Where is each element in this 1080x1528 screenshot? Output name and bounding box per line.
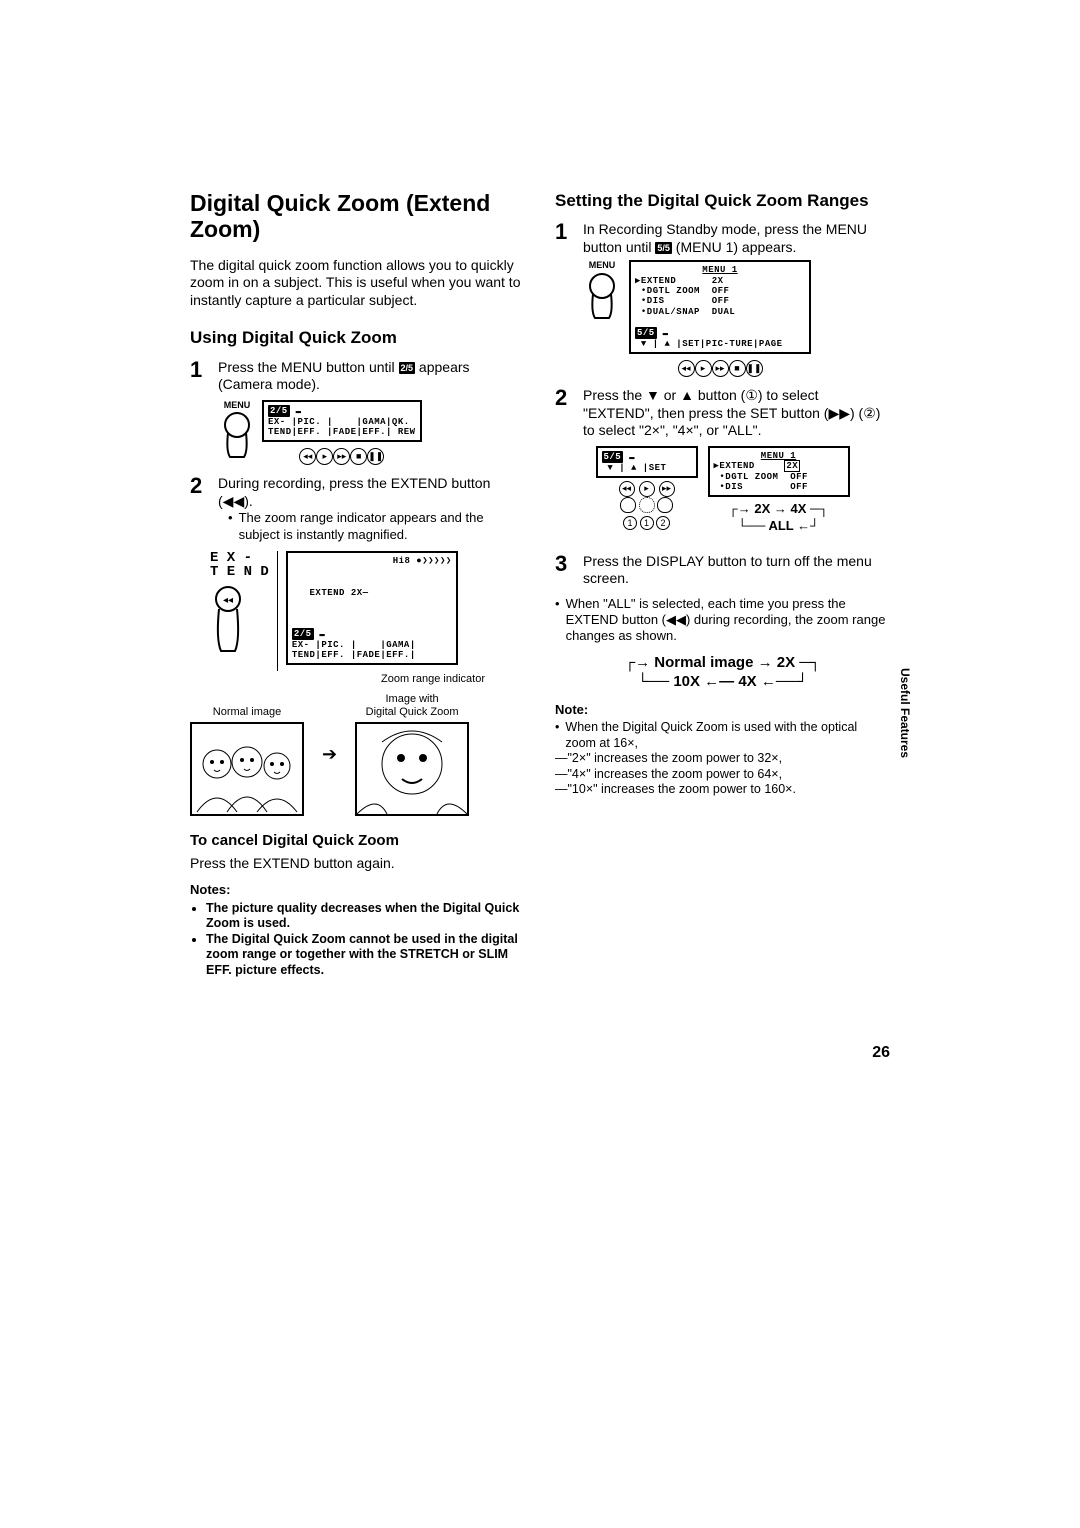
- play-icon: ▸: [695, 360, 712, 377]
- rew-icon: ◂◂: [619, 481, 635, 497]
- normal-image-box: [190, 722, 304, 816]
- thumb-icon: [220, 411, 254, 459]
- normal-image-label: Normal image: [190, 706, 304, 720]
- r-step2-text: Press the ▼ or ▲ button (①) to select "E…: [583, 387, 890, 440]
- right-step-2: 2 Press the ▼ or ▲ button (①) to select …: [555, 387, 890, 440]
- step1-text-a: Press the MENU button until: [218, 359, 399, 375]
- step-number: 2: [190, 475, 218, 543]
- zoom-range-indicator-label: Zoom range indicator: [190, 673, 485, 687]
- mini-lcd-left: 5/5 ▬ ▼ | ▲ |SET: [596, 446, 698, 478]
- dual-lcd: 5/5 ▬ ▼ | ▲ |SET ◂◂▸▸▸ 1 1 2 MENU 1 ▶EXT…: [555, 446, 890, 543]
- left-column: Digital Quick Zoom (Extend Zoom) The dig…: [190, 190, 525, 979]
- right-step-1: 1 In Recording Standby mode, press the M…: [555, 221, 890, 256]
- note2-line: —"4×" increases the zoom power to 64×,: [555, 767, 890, 783]
- stop-icon: ■: [350, 448, 367, 465]
- using-heading: Using Digital Quick Zoom: [190, 327, 525, 348]
- menu-lcd-1: MENU 1 ▶EXTEND 2X •DGTL ZOOM OFF •DIS OF…: [629, 260, 811, 354]
- left-step-1: 1 Press the MENU button until 2/5 appear…: [190, 359, 525, 394]
- zoom-flow-small: ┌→ 2X → 4X ─┐ └── ALL ←┘: [708, 501, 850, 535]
- note2-bullet: When the Digital Quick Zoom is used with…: [565, 720, 890, 751]
- control-row-2: ◂◂▸▸▸■❚❚: [629, 358, 811, 377]
- play-icon: ▸: [316, 448, 333, 465]
- step2-a: During recording, press the EXTEND butto…: [218, 475, 490, 509]
- notes-heading: Notes:: [190, 882, 525, 898]
- section-tab: Useful Features: [898, 668, 912, 758]
- left-step-2: 2 During recording, press the EXTEND but…: [190, 475, 525, 543]
- step-number: 3: [555, 553, 583, 588]
- step2-bullet: The zoom range indicator appears and the…: [228, 510, 525, 543]
- rew-inline-icon: ◀◀: [223, 493, 245, 509]
- extend-figure: E X -T E N D ◂◂ Hi8 ●❯❯❯❯❯ EXTEND 2X— 2/…: [210, 551, 525, 671]
- menu-label: MENU: [585, 260, 619, 271]
- cancel-text: Press the EXTEND button again.: [190, 855, 525, 873]
- zoom-flow-main: ┌→ Normal image → 2X ─┐ └── 10X ←— 4X ←─…: [555, 653, 890, 692]
- right-step-3: 3 Press the DISPLAY button to turn off t…: [555, 553, 890, 588]
- page-number: 26: [872, 1044, 890, 1062]
- extend-label: E X -T E N D: [210, 551, 269, 579]
- ff-icon: ▸▸: [333, 448, 350, 465]
- note2-line: —"2×" increases the zoom power to 32×,: [555, 751, 890, 767]
- control-row-1: ◂◂▸▸▸■❚❚: [262, 446, 422, 465]
- mode-icon: 5/5: [655, 242, 672, 254]
- menu-device-1: MENU 2/5 ▬ EX- |PIC. | |GAMA|QK. TEND|EF…: [220, 400, 525, 466]
- right-column: Setting the Digital Quick Zoom Ranges 1 …: [555, 190, 890, 979]
- stop-icon: ■: [729, 360, 746, 377]
- dqz-image-label: Image with Digital Quick Zoom: [355, 693, 469, 721]
- ranges-heading: Setting the Digital Quick Zoom Ranges: [555, 190, 890, 211]
- note2-line: —"10×" increases the zoom power to 160×.: [555, 782, 890, 798]
- ff-icon: ▸▸: [712, 360, 729, 377]
- callout-1-icon: 1: [640, 516, 654, 530]
- cancel-heading: To cancel Digital Quick Zoom: [190, 832, 525, 851]
- play-icon: ▸: [639, 481, 655, 497]
- image-pair: Normal image ➔ Image with Digital Quick …: [190, 693, 525, 817]
- mode-icon: 2/5: [399, 362, 416, 374]
- thumb-icon: [585, 272, 619, 320]
- dqz-image-box: [355, 722, 469, 816]
- step-number: 2: [555, 387, 583, 440]
- note-list-2: When the Digital Quick Zoom is used with…: [555, 720, 890, 798]
- all-note: When "ALL" is selected, each time you pr…: [555, 596, 890, 645]
- pause-icon: ❚❚: [746, 360, 763, 377]
- ff-icon: ▸▸: [659, 481, 675, 497]
- callout-1-icon: 1: [623, 516, 637, 530]
- lcd-screen-1: 2/5 ▬ EX- |PIC. | |GAMA|QK. TEND|EFF. |F…: [262, 400, 422, 443]
- notes-list: The picture quality decreases when the D…: [190, 901, 525, 979]
- step-number: 1: [190, 359, 218, 394]
- note-item: The picture quality decreases when the D…: [206, 901, 525, 932]
- step2-b: ).: [244, 493, 253, 509]
- lcd-screen-2: Hi8 ●❯❯❯❯❯ EXTEND 2X— 2/5 ▬ EX- |PIC. | …: [286, 551, 458, 665]
- arrow-right-icon: ➔: [322, 743, 337, 766]
- mini-controls: ◂◂▸▸▸ 1 1 2: [596, 481, 698, 530]
- svg-text:◂◂: ◂◂: [223, 595, 233, 606]
- note-heading-2: Note:: [555, 702, 890, 718]
- main-title: Digital Quick Zoom (Extend Zoom): [190, 190, 525, 243]
- note-item: The Digital Quick Zoom cannot be used in…: [206, 932, 525, 979]
- menu-block-1: MENU MENU 1 ▶EXTEND 2X •DGTL ZOOM OFF •D…: [585, 260, 890, 377]
- pause-icon: ❚❚: [367, 448, 384, 465]
- mini-lcd-right: MENU 1 ▶EXTEND 2X •DGTL ZOOM OFF •DIS OF…: [708, 446, 850, 497]
- rew-icon: ◂◂: [299, 448, 316, 465]
- r-step3-text: Press the DISPLAY button to turn off the…: [583, 553, 890, 588]
- callout-2-icon: 2: [656, 516, 670, 530]
- r-step1-b: (MENU 1) appears.: [672, 239, 796, 255]
- extend-button-icon: ◂◂: [210, 585, 269, 660]
- menu-label: MENU: [220, 400, 254, 411]
- step-number: 1: [555, 221, 583, 256]
- intro-text: The digital quick zoom function allows y…: [190, 257, 525, 310]
- rew-icon: ◂◂: [678, 360, 695, 377]
